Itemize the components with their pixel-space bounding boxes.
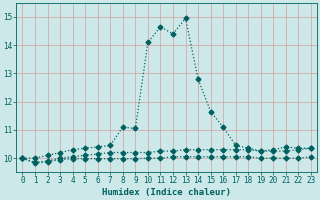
X-axis label: Humidex (Indice chaleur): Humidex (Indice chaleur) [102,188,231,197]
